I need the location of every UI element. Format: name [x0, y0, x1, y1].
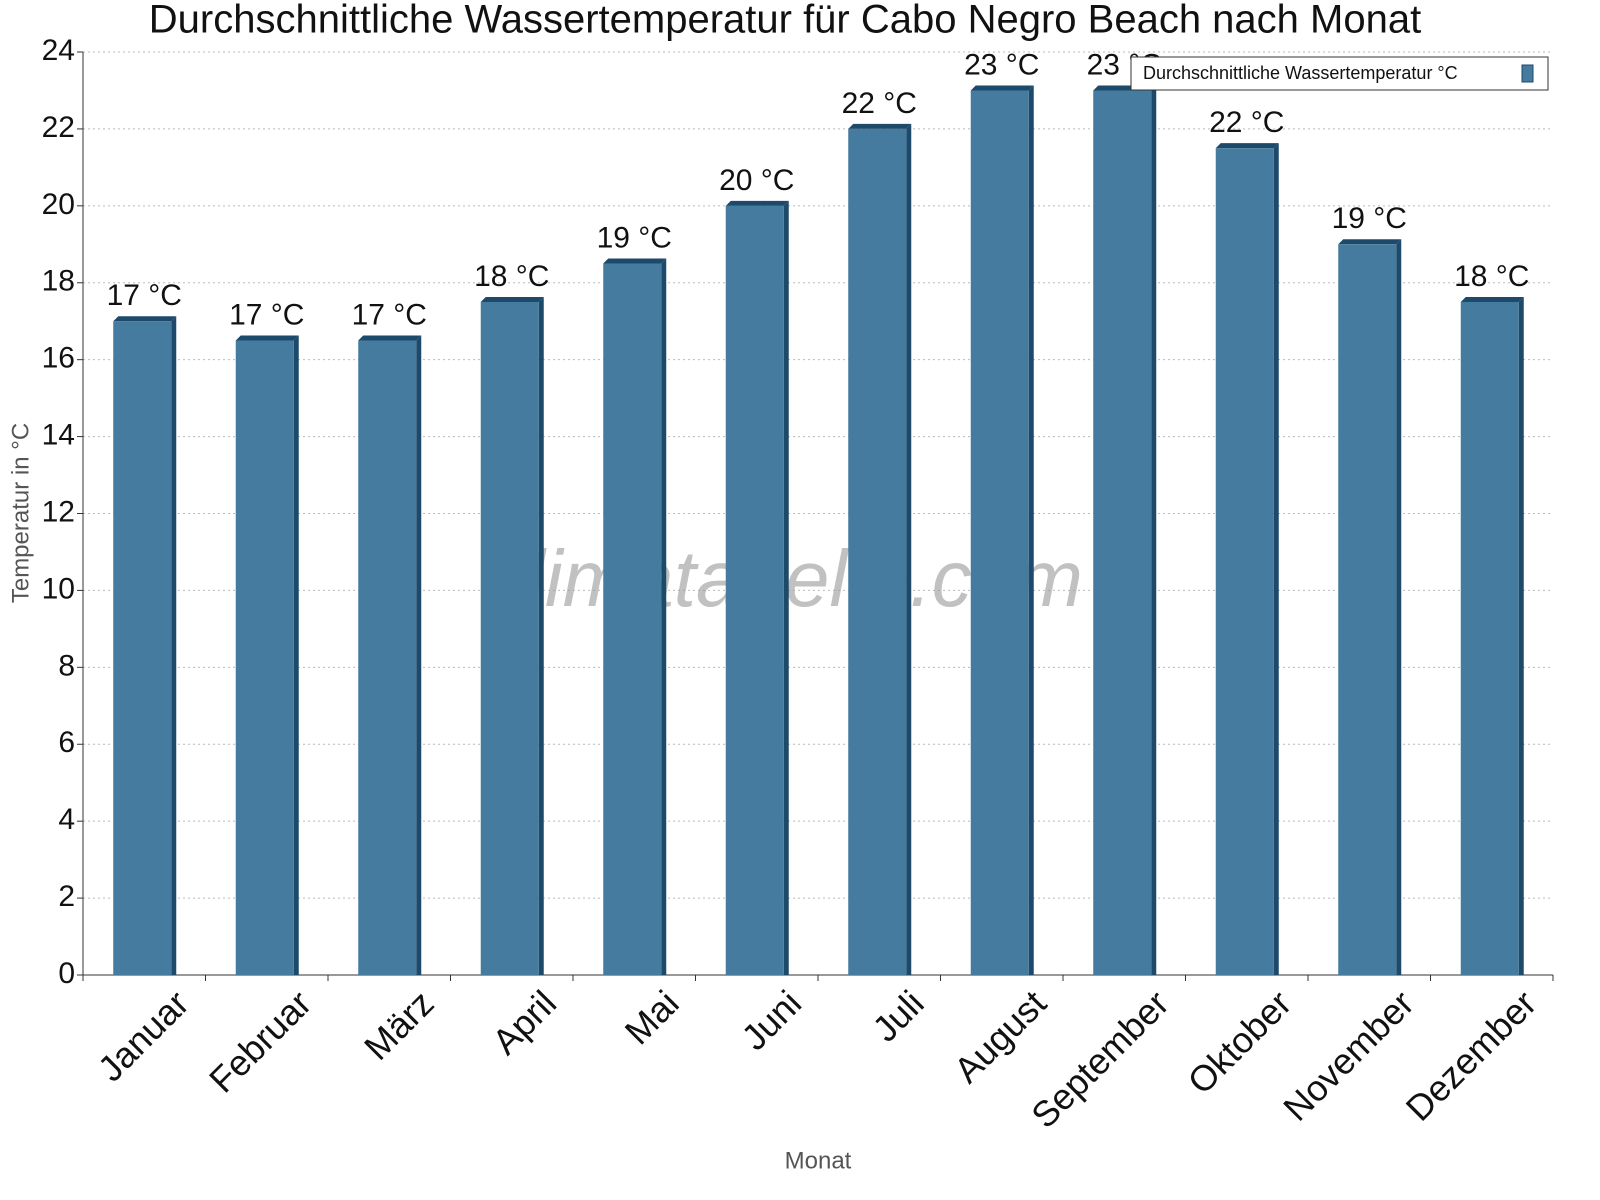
bar-top	[1215, 143, 1279, 149]
y-tick-label: 10	[42, 572, 75, 605]
x-tick-label: August	[946, 982, 1054, 1090]
y-tick-label: 22	[42, 111, 75, 144]
y-tick-label: 20	[42, 188, 75, 221]
legend-box	[1130, 56, 1549, 91]
data-label: 22 °C	[842, 87, 917, 120]
legend-label: Durchschnittliche Wassertemperatur °C	[1143, 63, 1458, 83]
chart-title: Durchschnittliche Wassertemperatur für C…	[149, 0, 1421, 42]
x-tick-label: Februar	[201, 982, 319, 1100]
bar	[725, 205, 784, 976]
bar	[113, 321, 172, 975]
y-tick-label: 14	[42, 419, 75, 452]
bar-top	[1338, 239, 1402, 245]
bar-top	[725, 200, 789, 206]
bar	[603, 263, 662, 975]
data-label: 19 °C	[1332, 202, 1407, 235]
y-tick-label: 8	[58, 649, 75, 682]
bar	[970, 90, 1029, 976]
bar-side	[1151, 85, 1157, 976]
bar-side	[293, 335, 299, 975]
x-axis-title: Monat	[785, 1147, 852, 1174]
bar	[1093, 90, 1152, 976]
bar-side	[783, 200, 789, 976]
bar-top	[235, 335, 299, 341]
x-tick-label: Juli	[864, 982, 931, 1049]
bar-top	[848, 123, 912, 129]
data-label: 18 °C	[474, 260, 549, 293]
data-label: 23 °C	[964, 48, 1039, 81]
data-label: 17 °C	[229, 298, 304, 331]
x-tick-label: April	[484, 982, 564, 1062]
bar-top	[480, 296, 544, 302]
bar-side	[661, 258, 667, 975]
bar	[1215, 148, 1274, 976]
y-tick-label: 24	[42, 34, 75, 67]
y-tick-label: 4	[58, 803, 75, 836]
y-axis-title: Temperatur in °C	[7, 423, 34, 603]
x-tick-label: März	[356, 982, 442, 1068]
y-tick-label: 2	[58, 880, 75, 913]
y-tick-label: 18	[42, 265, 75, 298]
bar-top	[603, 258, 667, 264]
bar-side	[906, 123, 912, 975]
y-tick-label: 12	[42, 495, 75, 528]
bar-side	[171, 316, 177, 975]
bar-top	[1460, 296, 1524, 302]
bar	[848, 128, 907, 975]
bar-side	[1518, 296, 1524, 976]
data-label: 18 °C	[1454, 260, 1529, 293]
y-tick-label: 0	[58, 957, 75, 990]
x-tick-label: November	[1275, 982, 1421, 1128]
data-label: 19 °C	[597, 221, 672, 254]
bar-side	[1028, 85, 1034, 976]
data-label: 17 °C	[107, 279, 182, 312]
x-tick-label: Mai	[617, 982, 687, 1052]
x-tick-label: Juni	[733, 982, 809, 1058]
x-tick-label: Oktober	[1180, 982, 1300, 1102]
bar-side	[1273, 143, 1279, 976]
data-label: 20 °C	[719, 164, 794, 197]
bar-side	[1396, 239, 1402, 975]
bar-top	[358, 335, 422, 341]
legend-swatch	[1521, 64, 1534, 83]
y-tick-label: 16	[42, 342, 75, 375]
bar-side	[416, 335, 422, 975]
x-tick-label: Dezember	[1398, 982, 1544, 1128]
data-label: 22 °C	[1209, 106, 1284, 139]
bar	[480, 301, 539, 976]
bar	[1460, 301, 1519, 976]
bar	[358, 340, 417, 975]
bar-side	[538, 296, 544, 976]
x-tick-label: Januar	[90, 982, 197, 1089]
data-label: 17 °C	[352, 298, 427, 331]
y-tick-label: 6	[58, 726, 75, 759]
bar-top	[970, 85, 1034, 91]
bar	[235, 340, 294, 975]
bar-top	[113, 316, 177, 322]
bar	[1338, 244, 1397, 975]
